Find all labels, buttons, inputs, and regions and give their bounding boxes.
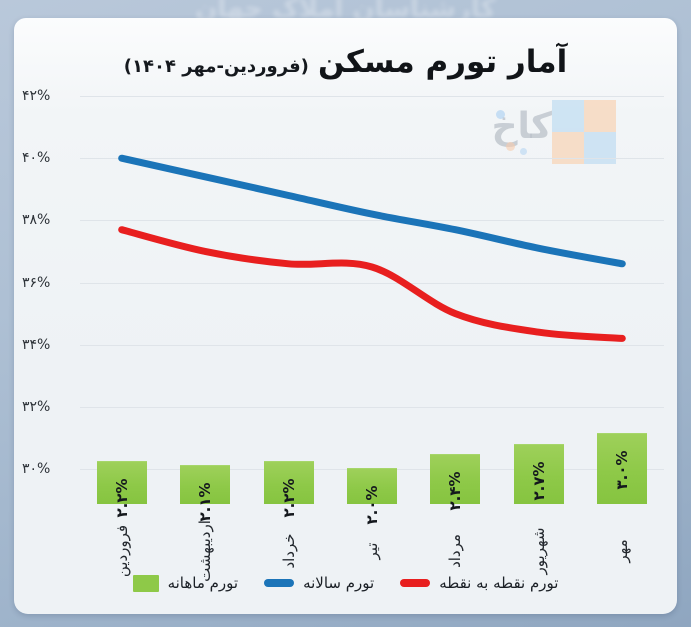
y-axis-tick-label: ۳۸% [22,212,51,229]
legend-label: تورم سالانه [303,574,375,592]
title-main: آمار تورم مسکن [318,44,568,80]
gridline [80,406,664,408]
line-point-to-point [118,226,626,342]
legend-item-monthly[interactable]: تورم ماهانه [132,574,239,592]
bar-monthly-inflation [96,461,147,504]
gridline [80,158,664,160]
title-subtitle: (فروردین-مهر ۱۴۰۴) [123,56,309,77]
legend-item-point-to-point[interactable]: تورم نقطه به نقطه [400,574,558,592]
legend-label: تورم نقطه به نقطه [439,574,559,592]
page-title: آمار تورم مسکن (فروردین-مهر ۱۴۰۴) [14,44,677,80]
y-axis-tick-label: ۳۲% [22,398,51,415]
legend-item-annual[interactable]: تورم سالانه [264,574,374,592]
y-axis-tick-label: ۳۰% [22,461,51,477]
gridline [80,220,664,222]
legend-swatch-annual-icon [264,579,295,587]
bar-monthly-inflation [347,468,397,504]
bar-monthly-inflation [430,454,481,504]
y-axis-tick-label: ۴۲% [22,88,51,104]
chart-card: آمار تورم مسکن (فروردین-مهر ۱۴۰۴) کاخ ۴۲… [14,18,677,614]
y-axis-tick-label: ۳۶% [22,274,51,291]
bar-monthly-inflation [597,433,648,504]
gridline [80,282,664,284]
y-axis-tick-label: ۳۴% [22,336,51,353]
legend-swatch-point-to-point-icon [400,579,431,587]
y-axis-tick-label: ۴۰% [22,150,51,167]
bar-monthly-inflation [180,464,231,504]
chart-plot-area: ۴۲% ۴۰% ۳۸% ۳۶% ۳۴% ۳۲% ۳۰% ۲.۲% ۲.۱% ۲.۲% ۲.۰% ۲.۴… [14,18,677,614]
bar-value-label: ۲.۷% [529,460,548,501]
bar-monthly-inflation [263,461,314,504]
bar-value-label: ۳.۰% [613,450,632,490]
chart-legend: تورم نقطه به نقطه تورم سالانه تورم ماهانه [14,574,677,592]
bar-monthly-inflation [513,443,564,504]
gridline [80,344,664,346]
legend-swatch-monthly-icon [132,574,159,592]
line-annual [118,154,626,268]
gridline [80,96,664,97]
legend-label: تورم ماهانه [167,574,239,592]
